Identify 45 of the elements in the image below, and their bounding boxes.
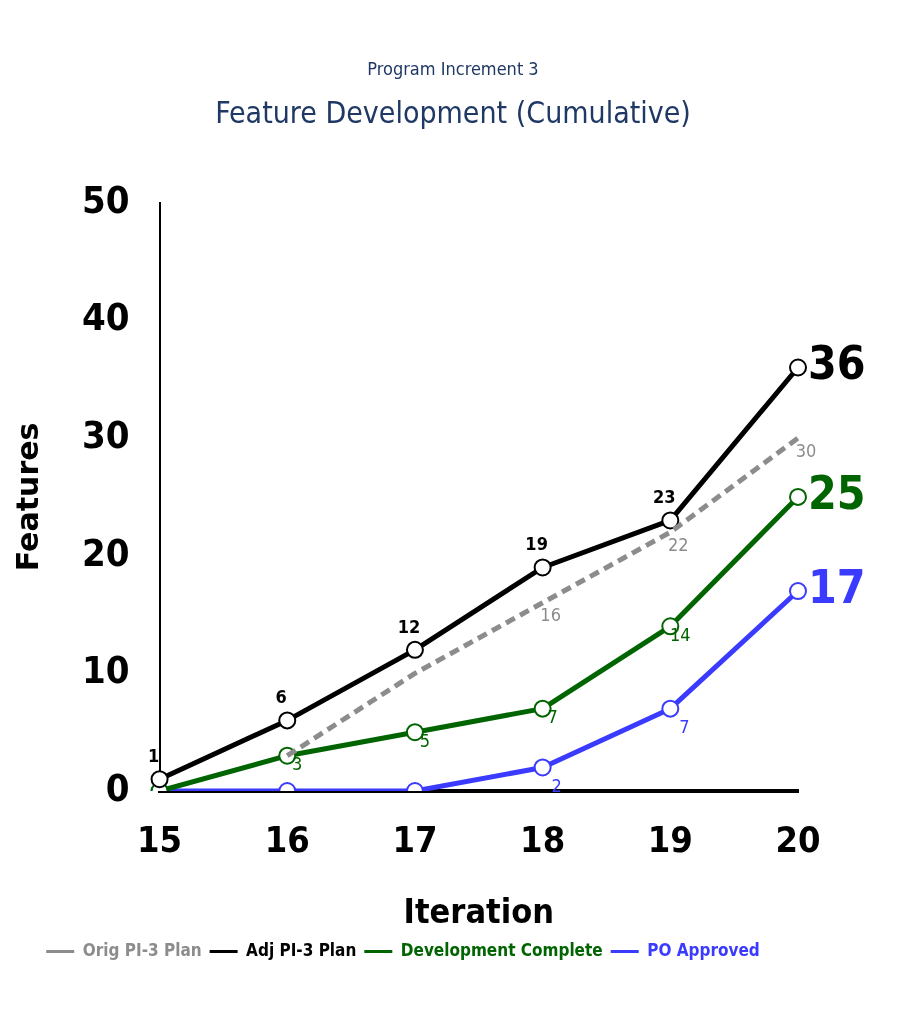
data-label: 16 bbox=[540, 604, 561, 626]
x-tick-label: 16 bbox=[264, 818, 310, 860]
x-tick-label: 20 bbox=[775, 818, 821, 860]
data-label: 14 bbox=[670, 623, 691, 645]
data-label: 3 bbox=[292, 753, 303, 775]
y-tick-label: 10 bbox=[82, 648, 130, 693]
y-tick-label: 40 bbox=[82, 295, 130, 340]
legend-label: Orig PI-3 Plan bbox=[82, 939, 202, 960]
point bbox=[789, 358, 807, 377]
data-label: 25 bbox=[808, 465, 866, 520]
chart-title: Feature Development (Cumulative) bbox=[214, 94, 692, 132]
data-label: 7 bbox=[679, 716, 690, 738]
data-label: 36 bbox=[808, 336, 866, 391]
y-tick-label: 20 bbox=[82, 530, 130, 575]
point bbox=[278, 711, 297, 730]
data-label: 22 bbox=[668, 533, 689, 555]
legend-label: PO Approved bbox=[647, 939, 760, 960]
point bbox=[150, 770, 169, 789]
data-label: 12 bbox=[397, 615, 421, 637]
point bbox=[789, 487, 807, 506]
x-tick-label: 15 bbox=[137, 818, 183, 860]
data-label: 30 bbox=[795, 439, 817, 461]
legend-label: Development Complete bbox=[400, 939, 603, 960]
x-axis-title: Iteration bbox=[403, 891, 554, 932]
point bbox=[533, 758, 552, 777]
point bbox=[661, 699, 680, 718]
legend-label: Adj PI-3 Plan bbox=[246, 939, 357, 960]
y-tick-label: 30 bbox=[82, 412, 130, 457]
x-tick-label: 19 bbox=[647, 818, 693, 860]
data-label: 17 bbox=[808, 559, 866, 614]
y-tick-label: 0 bbox=[105, 765, 130, 810]
data-label: 6 bbox=[275, 686, 287, 708]
x-tick-label: 17 bbox=[392, 818, 438, 860]
y-tick-label: 50 bbox=[82, 177, 130, 222]
point bbox=[533, 558, 552, 577]
data-label: 19 bbox=[525, 533, 548, 555]
point bbox=[405, 640, 424, 659]
y-axis-title: Features bbox=[9, 422, 45, 572]
point bbox=[661, 511, 680, 530]
point bbox=[789, 582, 807, 601]
x-tick-label: 18 bbox=[520, 818, 566, 860]
data-label: 7 bbox=[547, 706, 558, 728]
data-label: 1 bbox=[147, 744, 160, 766]
chart-subtitle: Program Increment 3 bbox=[366, 57, 540, 79]
data-label: 23 bbox=[653, 486, 676, 508]
